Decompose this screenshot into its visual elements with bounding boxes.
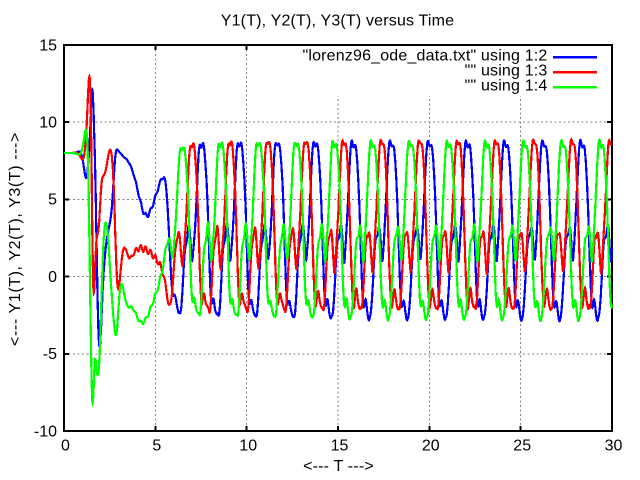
svg-text:Y1(T), Y2(T), Y3(T) versus Tim: Y1(T), Y2(T), Y3(T) versus Time — [221, 12, 454, 29]
svg-text:15: 15 — [331, 438, 349, 455]
svg-text:30: 30 — [605, 438, 623, 455]
svg-text:20: 20 — [422, 438, 440, 455]
svg-text:-10: -10 — [34, 423, 57, 440]
svg-text:10: 10 — [239, 438, 257, 455]
svg-text:"" using 1:4: "" using 1:4 — [465, 78, 548, 95]
svg-text:0: 0 — [48, 269, 57, 286]
svg-text:<--- T --->: <--- T ---> — [303, 458, 374, 475]
svg-text:5: 5 — [48, 192, 57, 209]
svg-text:5: 5 — [152, 438, 161, 455]
svg-text:15: 15 — [39, 37, 57, 54]
svg-text:"" using 1:3: "" using 1:3 — [465, 63, 548, 80]
svg-text:10: 10 — [39, 115, 57, 132]
svg-text:0: 0 — [61, 438, 70, 455]
svg-text:25: 25 — [513, 438, 531, 455]
svg-text:-5: -5 — [43, 346, 57, 363]
svg-text:"lorenz96_ode_data.txt" using: "lorenz96_ode_data.txt" using 1:2 — [302, 48, 547, 65]
svg-text:<--- Y1(T), Y2(T), Y3(T) --->: <--- Y1(T), Y2(T), Y3(T) ---> — [7, 132, 24, 346]
